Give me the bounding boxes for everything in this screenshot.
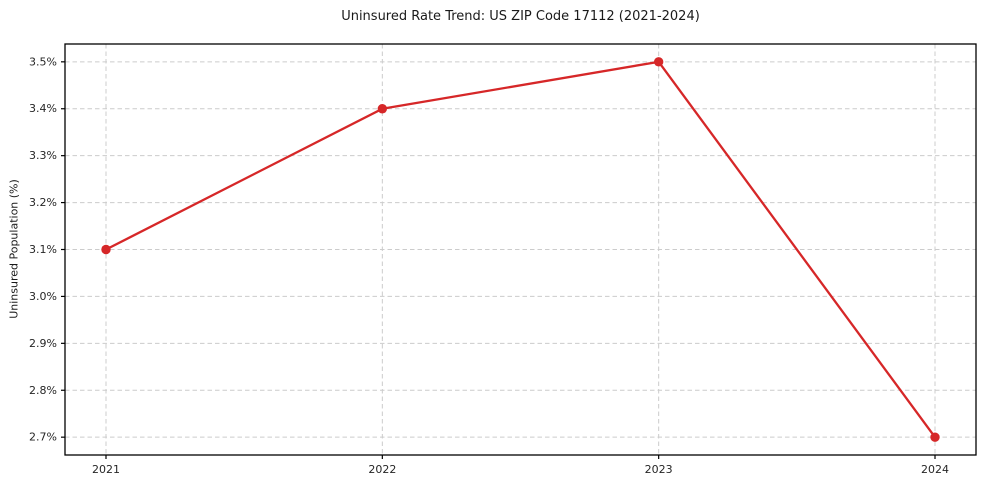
trend-line-series [101, 57, 940, 442]
y-tick-label: 3.1% [29, 243, 57, 256]
axis-tick-marks [61, 61, 936, 459]
y-tick-label: 3.5% [29, 55, 57, 68]
trend-line [104, 60, 937, 439]
data-point [930, 432, 940, 442]
x-tick-label: 2021 [92, 463, 120, 476]
y-tick-labels: 2.7% 2.8% 2.9% 3.0% 3.1% 3.2% 3.3% 3.4% 3.5% [29, 55, 57, 443]
y-tick-label: 2.7% [29, 431, 57, 444]
y-tick-label: 3.0% [29, 290, 57, 303]
y-tick-label: 3.4% [29, 102, 57, 115]
y-tick-label: 3.3% [29, 149, 57, 162]
y-tick-label: 2.8% [29, 384, 57, 397]
x-tick-labels: 2021 2022 2023 2024 [92, 463, 949, 476]
chart-title: Uninsured Rate Trend: US ZIP Code 17112 … [341, 9, 700, 24]
gridlines [65, 44, 976, 455]
y-tick-label: 2.9% [29, 337, 57, 350]
data-point [653, 57, 664, 67]
y-tick-label: 3.2% [29, 196, 57, 209]
data-point [377, 104, 388, 114]
x-tick-label: 2024 [921, 463, 949, 476]
x-tick-label: 2022 [368, 463, 396, 476]
plot-border [64, 43, 977, 456]
data-point [101, 244, 111, 255]
x-tick-label: 2023 [645, 463, 673, 476]
